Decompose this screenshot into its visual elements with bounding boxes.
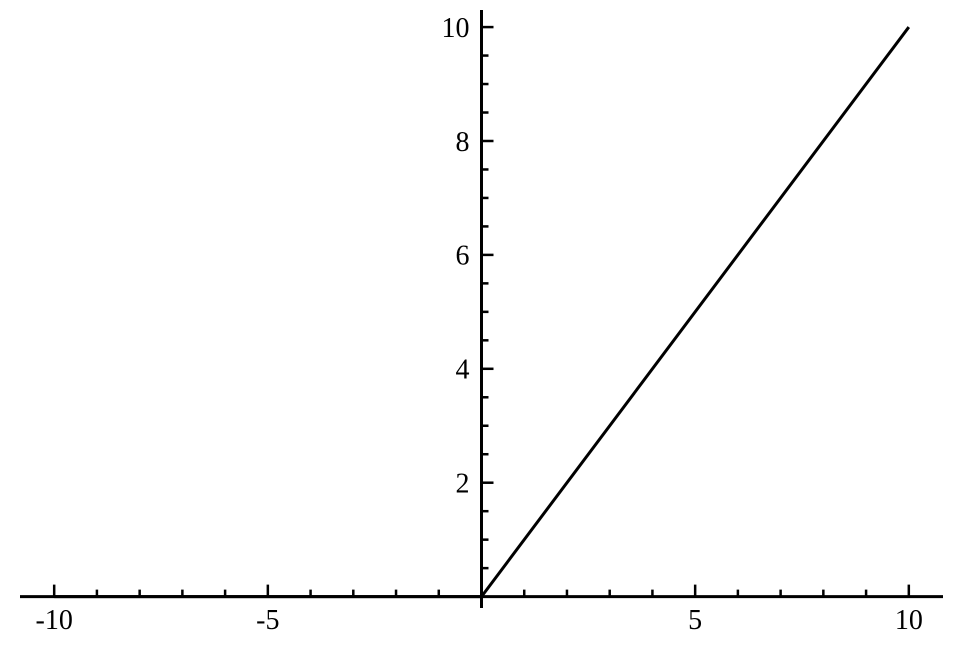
y-tick-label: 10 <box>442 13 470 44</box>
x-tick-label: 10 <box>895 605 923 636</box>
chart-container: -10 -5 5 10 2 4 6 8 10 <box>0 0 963 663</box>
y-tick-label: 8 <box>456 127 470 158</box>
y-tick-label: 2 <box>456 469 470 500</box>
y-tick-label: 6 <box>456 241 470 272</box>
y-tick-label: 4 <box>456 355 470 386</box>
x-tick-label: -5 <box>256 605 279 636</box>
x-tick-label: -10 <box>36 605 73 636</box>
line-chart: -10 -5 5 10 2 4 6 8 10 <box>0 0 963 663</box>
x-tick-label: 5 <box>688 605 702 636</box>
